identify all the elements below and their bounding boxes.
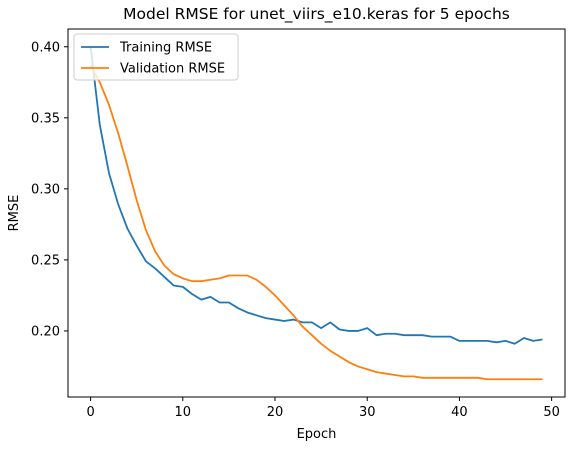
legend-label-training: Training RMSE (119, 41, 212, 56)
y-tick-label: 0.25 (31, 253, 60, 268)
legend-box (73, 33, 239, 81)
y-axis-ticks: 0.20 0.25 0.30 0.35 0.40 (31, 40, 68, 339)
x-tick-label: 50 (543, 405, 560, 420)
plot-lines (89, 46, 543, 381)
x-tick-label: 10 (175, 405, 192, 420)
legend-label-validation: Validation RMSE (120, 62, 225, 77)
y-tick-label: 0.40 (31, 40, 60, 55)
plot-frame (67, 28, 566, 398)
x-axis-ticks: 0 10 20 30 40 50 (86, 397, 560, 420)
x-tick-label: 40 (451, 405, 468, 420)
y-tick-label: 0.20 (31, 324, 60, 339)
y-tick-label: 0.35 (31, 111, 60, 126)
legend: Training RMSE Validation RMSE (73, 33, 239, 81)
series-line-validation (89, 64, 543, 381)
chart-title: Model RMSE for unet_viirs_e10.keras for … (123, 5, 510, 24)
x-tick-label: 0 (86, 405, 94, 420)
series-line-training (89, 46, 543, 345)
x-axis-title: Epoch (297, 427, 337, 442)
x-tick-label: 30 (359, 405, 376, 420)
y-axis-title: RMSE (7, 195, 22, 232)
y-tick-label: 0.30 (31, 182, 60, 197)
x-tick-label: 20 (267, 405, 284, 420)
